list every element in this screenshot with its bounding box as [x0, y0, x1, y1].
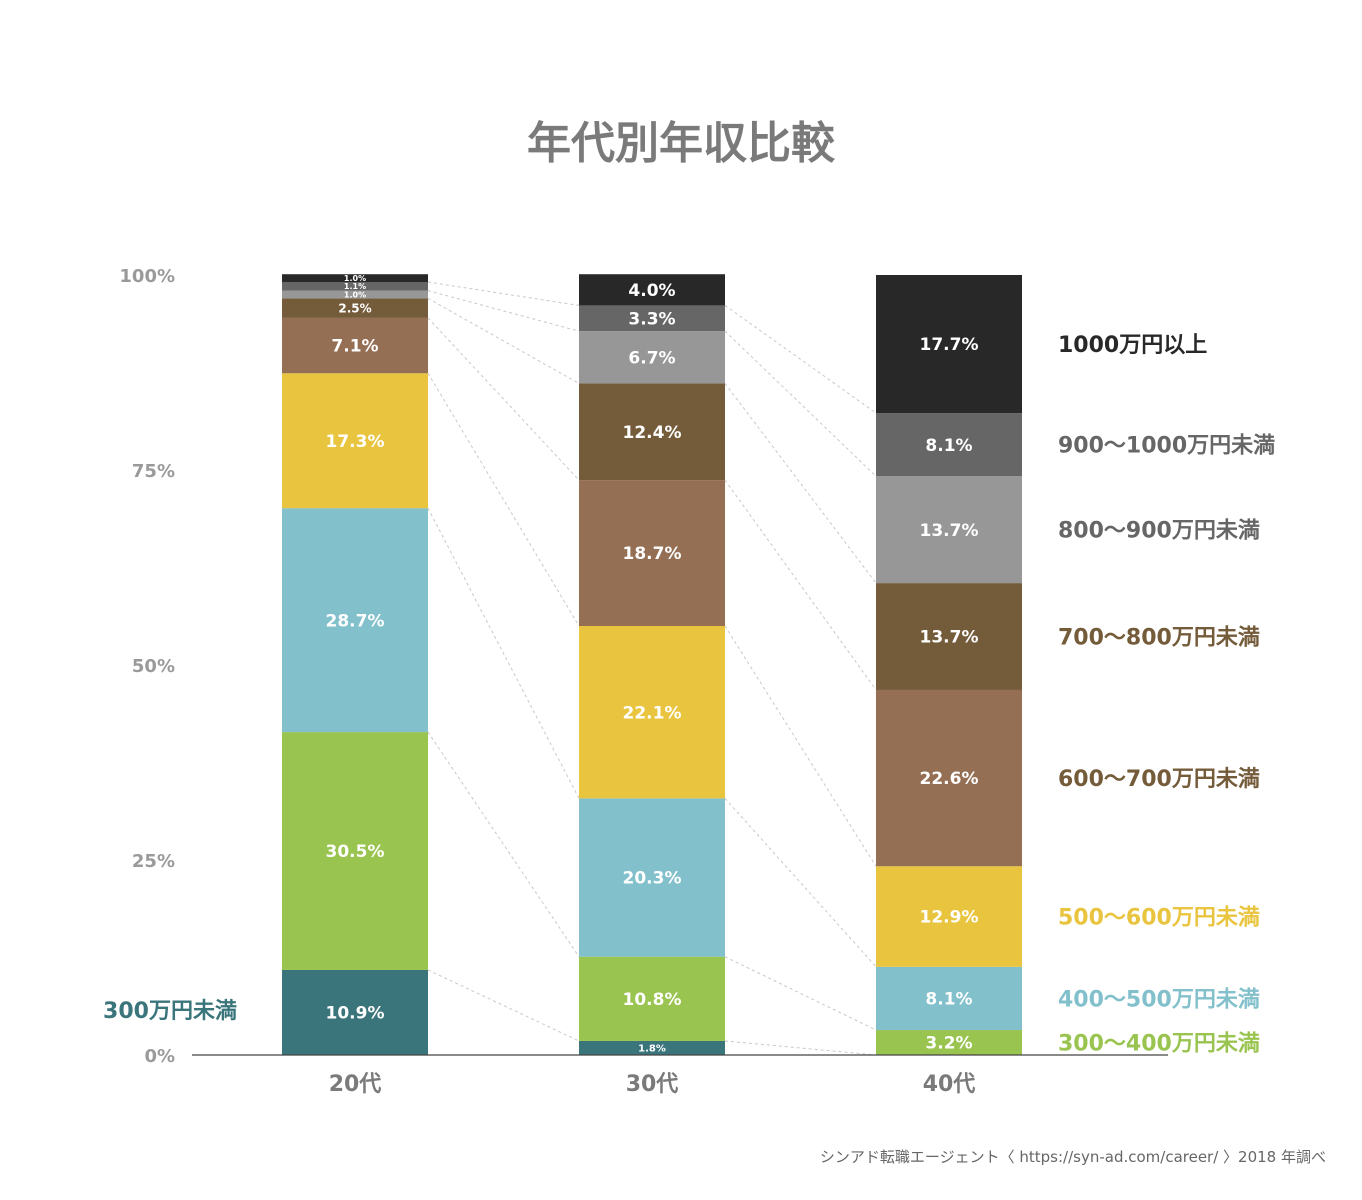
bar-segment — [579, 626, 725, 799]
legend-label: 300～400万円未満 — [1058, 1031, 1260, 1057]
legend-label: 800～900万円未満 — [1058, 518, 1260, 544]
data-label: 10.9% — [326, 1004, 385, 1024]
bar-segment — [282, 317, 428, 374]
legend-label: 500～600万円未満 — [1058, 905, 1260, 931]
bar-segment — [282, 732, 428, 970]
bar-segment — [876, 966, 1022, 1031]
bar-segment — [282, 969, 428, 1055]
legend: 300万円未満 300～400万円未満 400～500万円未満 500～600万円未満… — [103, 333, 1275, 1056]
connector-line — [724, 479, 877, 691]
connector-line — [427, 969, 580, 1042]
bars: 10.9% 30.5% 28.7% 17.3% 7.1% 2.5% 1.0%1.1%1.0%… — [282, 274, 1022, 1055]
data-label: 13.7% — [920, 521, 979, 541]
bar-segment — [876, 1030, 1022, 1055]
data-label: 1.0% — [344, 290, 366, 299]
source-note: シンアド転職エージェント〈 https://syn-ad.com/career/… — [820, 1148, 1326, 1166]
x-tick-label: 30代 — [626, 1072, 679, 1097]
legend-label: 600～700万円未満 — [1058, 766, 1260, 792]
connector-lines — [427, 281, 877, 1056]
bar-segment — [282, 282, 428, 291]
data-label: 10.8% — [623, 990, 682, 1010]
data-label: 8.1% — [925, 990, 972, 1010]
connector-line — [724, 383, 877, 584]
connector-line — [427, 281, 580, 306]
data-label: 3.2% — [925, 1034, 972, 1054]
connector-line — [427, 317, 580, 481]
bar-segment — [579, 798, 725, 957]
data-label: 22.1% — [623, 703, 682, 723]
data-label: 6.7% — [628, 348, 675, 368]
connector-line — [427, 731, 580, 957]
bar-segment — [876, 476, 1022, 584]
connector-line — [724, 1040, 877, 1056]
data-label: 22.6% — [920, 769, 979, 789]
data-label: 1.1% — [344, 282, 366, 291]
bar-segment — [876, 583, 1022, 690]
bar-segment — [579, 274, 725, 306]
bar-segment — [282, 298, 428, 318]
y-tick-label: 0% — [144, 1046, 175, 1067]
connector-line — [427, 290, 580, 332]
legend-label: 1000万円以上 — [1058, 333, 1207, 358]
connector-line — [724, 625, 877, 867]
data-label: 17.3% — [326, 432, 385, 452]
data-label: 7.1% — [331, 337, 378, 357]
data-label: 2.5% — [338, 301, 371, 315]
data-label: 12.9% — [920, 908, 979, 928]
legend-label: 700～800万円未満 — [1058, 625, 1260, 651]
bar-segment — [282, 508, 428, 733]
connector-line — [427, 373, 580, 627]
data-label: 18.7% — [623, 544, 682, 564]
data-label: 30.5% — [326, 842, 385, 862]
y-tick-label: 25% — [132, 851, 175, 872]
data-label: 8.1% — [925, 436, 972, 456]
y-tick-label: 75% — [132, 461, 175, 482]
data-label: 13.7% — [920, 628, 979, 648]
data-label: 20.3% — [623, 869, 682, 889]
y-tick-label: 50% — [132, 656, 175, 677]
data-label: 17.7% — [920, 335, 979, 355]
legend-label: 400～500万円未満 — [1058, 986, 1260, 1012]
bar-segment — [282, 290, 428, 299]
data-label: 28.7% — [326, 611, 385, 631]
legend-label: 900～1000万円未満 — [1058, 433, 1275, 459]
connector-line — [724, 956, 877, 1031]
y-tick-label: 100% — [119, 266, 175, 287]
bar-segment — [579, 383, 725, 481]
connector-line — [724, 798, 877, 968]
data-label: 12.4% — [623, 423, 682, 443]
bar-segment — [876, 413, 1022, 477]
bar-segment — [579, 331, 725, 384]
chart-title: 年代別年収比較 — [527, 118, 836, 169]
bar-segment — [876, 275, 1022, 414]
bar-segment — [579, 1040, 725, 1055]
connector-line — [427, 507, 580, 799]
data-label: 3.3% — [628, 309, 675, 329]
bar-segment — [579, 305, 725, 332]
bar-segment — [579, 956, 725, 1041]
x-tick-label: 20代 — [329, 1072, 382, 1097]
bar-segment — [282, 274, 428, 283]
legend-label: 300万円未満 — [103, 998, 237, 1024]
bar-segment — [876, 866, 1022, 967]
data-label: 1.0% — [344, 274, 366, 283]
x-tick-label: 40代 — [923, 1072, 976, 1097]
bar-segment — [579, 480, 725, 626]
data-label: 4.0% — [628, 281, 675, 301]
connector-line — [724, 305, 877, 414]
connector-line — [724, 330, 877, 477]
axes: 20代 30代 40代 0% 25% 50% 75% 100% — [119, 266, 1168, 1097]
data-label: 1.8% — [638, 1044, 666, 1055]
bar-segment — [876, 689, 1022, 867]
connector-line — [427, 297, 580, 384]
bar-segment — [282, 373, 428, 509]
